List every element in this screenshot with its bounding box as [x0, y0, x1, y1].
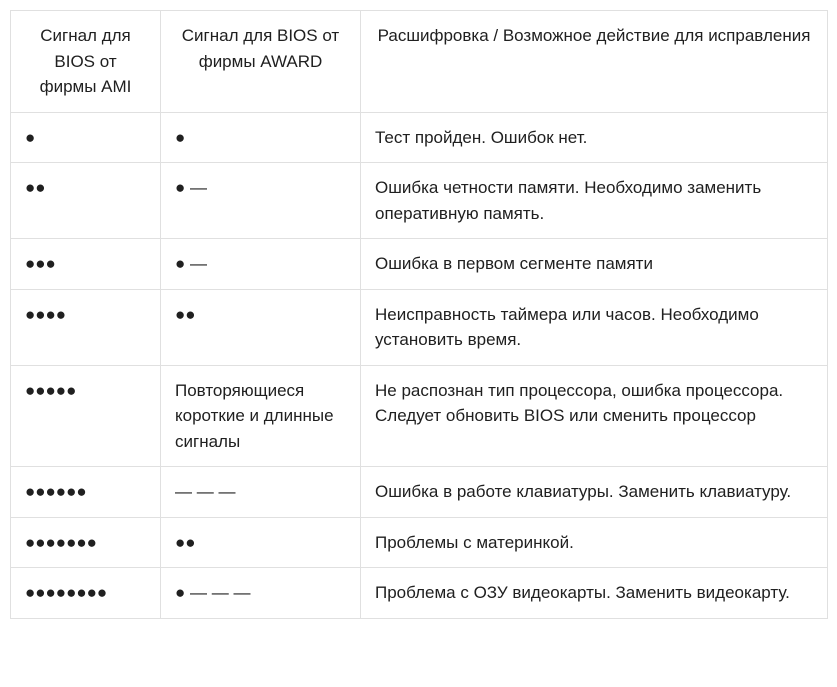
cell-desc: Ошибка в работе клавиатуры. Заменить кла… — [361, 467, 828, 518]
col-header-ami: Сигнал для BIOS от фирмы AMI — [11, 11, 161, 113]
cell-desc: Не распознан тип процессора, ошибка проц… — [361, 365, 828, 467]
col-header-award: Сигнал для BIOS от фирмы AWARD — [161, 11, 361, 113]
cell-award: Повторяющиеся короткие и длинные сигналы — [161, 365, 361, 467]
cell-ami: ●●●●● — [11, 365, 161, 467]
table-body: ● ● Тест пройден. Ошибок нет. ●● ● — Оши… — [11, 112, 828, 618]
table-row: ●● ● — Ошибка четности памяти. Необходим… — [11, 163, 828, 239]
cell-desc: Проблема с ОЗУ видеокарты. Заменить виде… — [361, 568, 828, 619]
bios-signals-table: Сигнал для BIOS от фирмы AMI Сигнал для … — [10, 10, 828, 619]
cell-ami: ●●●●●●●● — [11, 568, 161, 619]
cell-award: — — — — [161, 467, 361, 518]
table-row: ●●●●●●● ●● Проблемы с материнкой. — [11, 517, 828, 568]
cell-award: ●● — [161, 517, 361, 568]
cell-ami: ●●● — [11, 239, 161, 290]
cell-award: ● — [161, 112, 361, 163]
table-row: ●●●●●●●● ● — — — Проблема с ОЗУ видеокар… — [11, 568, 828, 619]
table-row: ●●●●● Повторяющиеся короткие и длинные с… — [11, 365, 828, 467]
table-row: ●●●● ●● Неисправность таймера или часов.… — [11, 289, 828, 365]
table-header-row: Сигнал для BIOS от фирмы AMI Сигнал для … — [11, 11, 828, 113]
cell-award: ● — — — — [161, 568, 361, 619]
table-row: ●●●●●● — — — Ошибка в работе клавиатуры.… — [11, 467, 828, 518]
cell-desc: Проблемы с материнкой. — [361, 517, 828, 568]
col-header-description: Расшифровка / Возможное действие для исп… — [361, 11, 828, 113]
cell-ami: ●●●●●● — [11, 467, 161, 518]
cell-desc: Ошибка четности памяти. Необходимо замен… — [361, 163, 828, 239]
cell-ami: ●●●●●●● — [11, 517, 161, 568]
cell-award: ●● — [161, 289, 361, 365]
cell-desc: Неисправность таймера или часов. Необход… — [361, 289, 828, 365]
cell-ami: ●● — [11, 163, 161, 239]
table-row: ●●● ● — Ошибка в первом сегменте памяти — [11, 239, 828, 290]
cell-award: ● — — [161, 239, 361, 290]
cell-ami: ●●●● — [11, 289, 161, 365]
cell-desc: Ошибка в первом сегменте памяти — [361, 239, 828, 290]
table-row: ● ● Тест пройден. Ошибок нет. — [11, 112, 828, 163]
cell-award: ● — — [161, 163, 361, 239]
cell-ami: ● — [11, 112, 161, 163]
cell-desc: Тест пройден. Ошибок нет. — [361, 112, 828, 163]
